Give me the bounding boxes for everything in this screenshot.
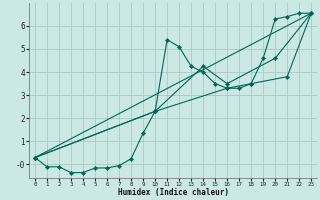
X-axis label: Humidex (Indice chaleur): Humidex (Indice chaleur) xyxy=(118,188,228,197)
